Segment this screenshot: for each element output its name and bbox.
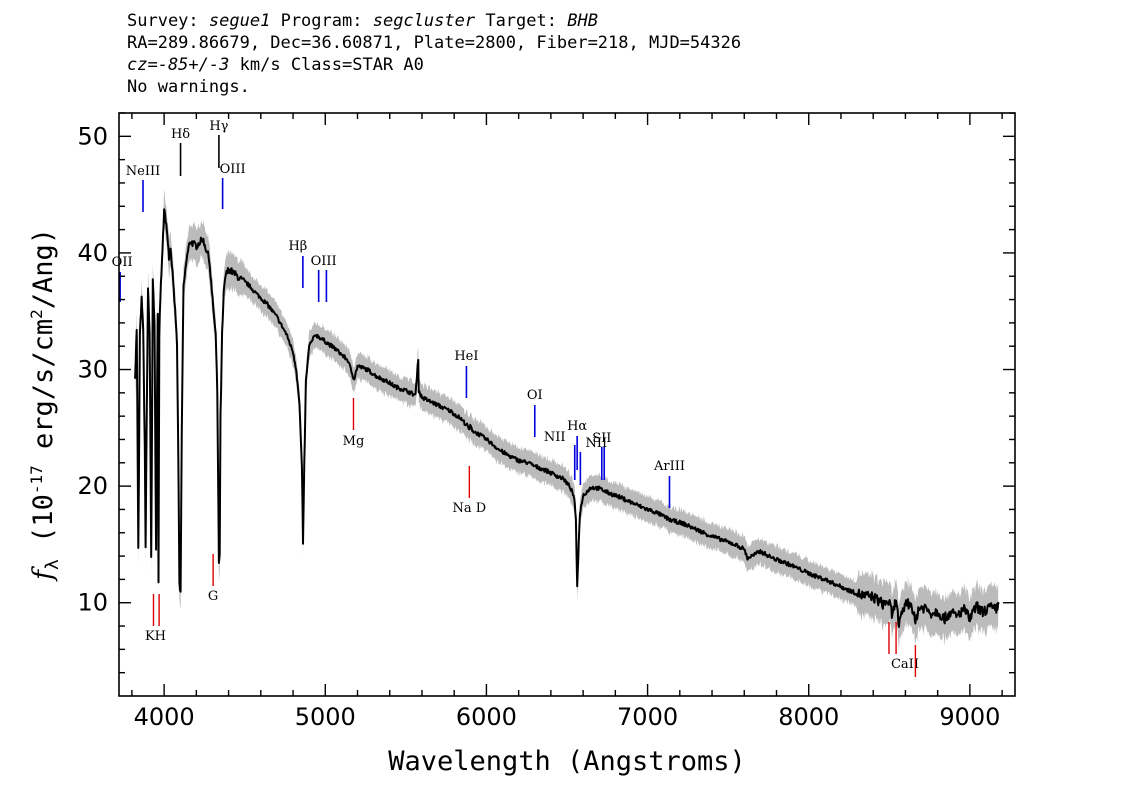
target-label: Target:	[485, 11, 557, 31]
survey-value: segue1	[208, 11, 271, 31]
emission-line-label: OIII	[311, 254, 337, 269]
program-label: Program:	[280, 11, 363, 31]
absorption-line-label: Na D	[452, 501, 486, 516]
absorption-line-label: KH	[145, 629, 166, 644]
header-line-3: cz=-85+/-3 km/s Class=STAR A0	[127, 54, 741, 76]
absorption-line-label: Mg	[343, 434, 365, 449]
emission-line-label: NII	[544, 430, 566, 445]
survey-label: Survey:	[127, 11, 199, 31]
header-line-1: Survey: segue1 Program: segcluster Targe…	[127, 10, 741, 32]
header-line-2: RA=289.86679, Dec=36.60871, Plate=2800, …	[127, 33, 742, 53]
x-axis-label: Wavelength (Angstroms)	[388, 746, 746, 777]
spectrum-layer	[134, 208, 1000, 628]
y-axis-label: fλ (10-17 erg/s/cm2/Ang)	[27, 228, 63, 582]
emission-line-label: HeI	[454, 349, 478, 364]
emission-line-label: ArIII	[653, 459, 685, 474]
warnings-text: No warnings.	[127, 77, 250, 97]
x-tick-label: 4000	[134, 703, 195, 731]
class-value: Class=STAR A0	[290, 55, 424, 75]
y-tick-label: 30	[77, 356, 108, 384]
x-tick-label: 6000	[456, 703, 517, 731]
axis-tick-layer: 4000 5000 6000 7000 8000 9000 10 20 30 40 50	[77, 112, 1015, 731]
emission-line-label: OIII	[220, 162, 246, 177]
absorption-line-label: G	[208, 589, 218, 604]
y-tick-label: 10	[77, 589, 108, 617]
plot-frame	[118, 112, 1016, 697]
y-tick-label: 40	[77, 239, 108, 267]
spectrum-header: Survey: segue1 Program: segcluster Targe…	[127, 10, 741, 98]
y-tick-label: 20	[77, 472, 108, 500]
x-tick-label: 7000	[617, 703, 678, 731]
emission-line-label: Hδ	[171, 127, 190, 142]
spectrum-line	[134, 208, 1000, 628]
x-tick-label: 9000	[939, 703, 1000, 731]
emission-line-label: Hα	[567, 419, 587, 434]
emission-line-label: Hγ	[209, 119, 228, 134]
x-tick-label: 5000	[295, 703, 356, 731]
emission-line-label: Hβ	[288, 239, 307, 254]
absorption-line-label: CaII	[891, 657, 919, 672]
line-marker-layer: NeIIIOIIHδHγOIIIHβOIIIHeIOINIIHαNIISIIAr…	[112, 119, 919, 677]
emission-line-label: OII	[112, 255, 133, 270]
y-tick-label: 50	[77, 122, 108, 150]
emission-line-label: NeIII	[126, 164, 160, 179]
emission-line-label: OI	[527, 388, 543, 403]
redshift-value: cz=-85+/-3	[127, 55, 230, 75]
emission-line-label: SII	[592, 431, 611, 446]
program-value: segcluster	[372, 11, 476, 31]
x-tick-label: 8000	[778, 703, 839, 731]
target-value: BHB	[567, 11, 598, 31]
redshift-unit: km/s	[239, 55, 281, 75]
